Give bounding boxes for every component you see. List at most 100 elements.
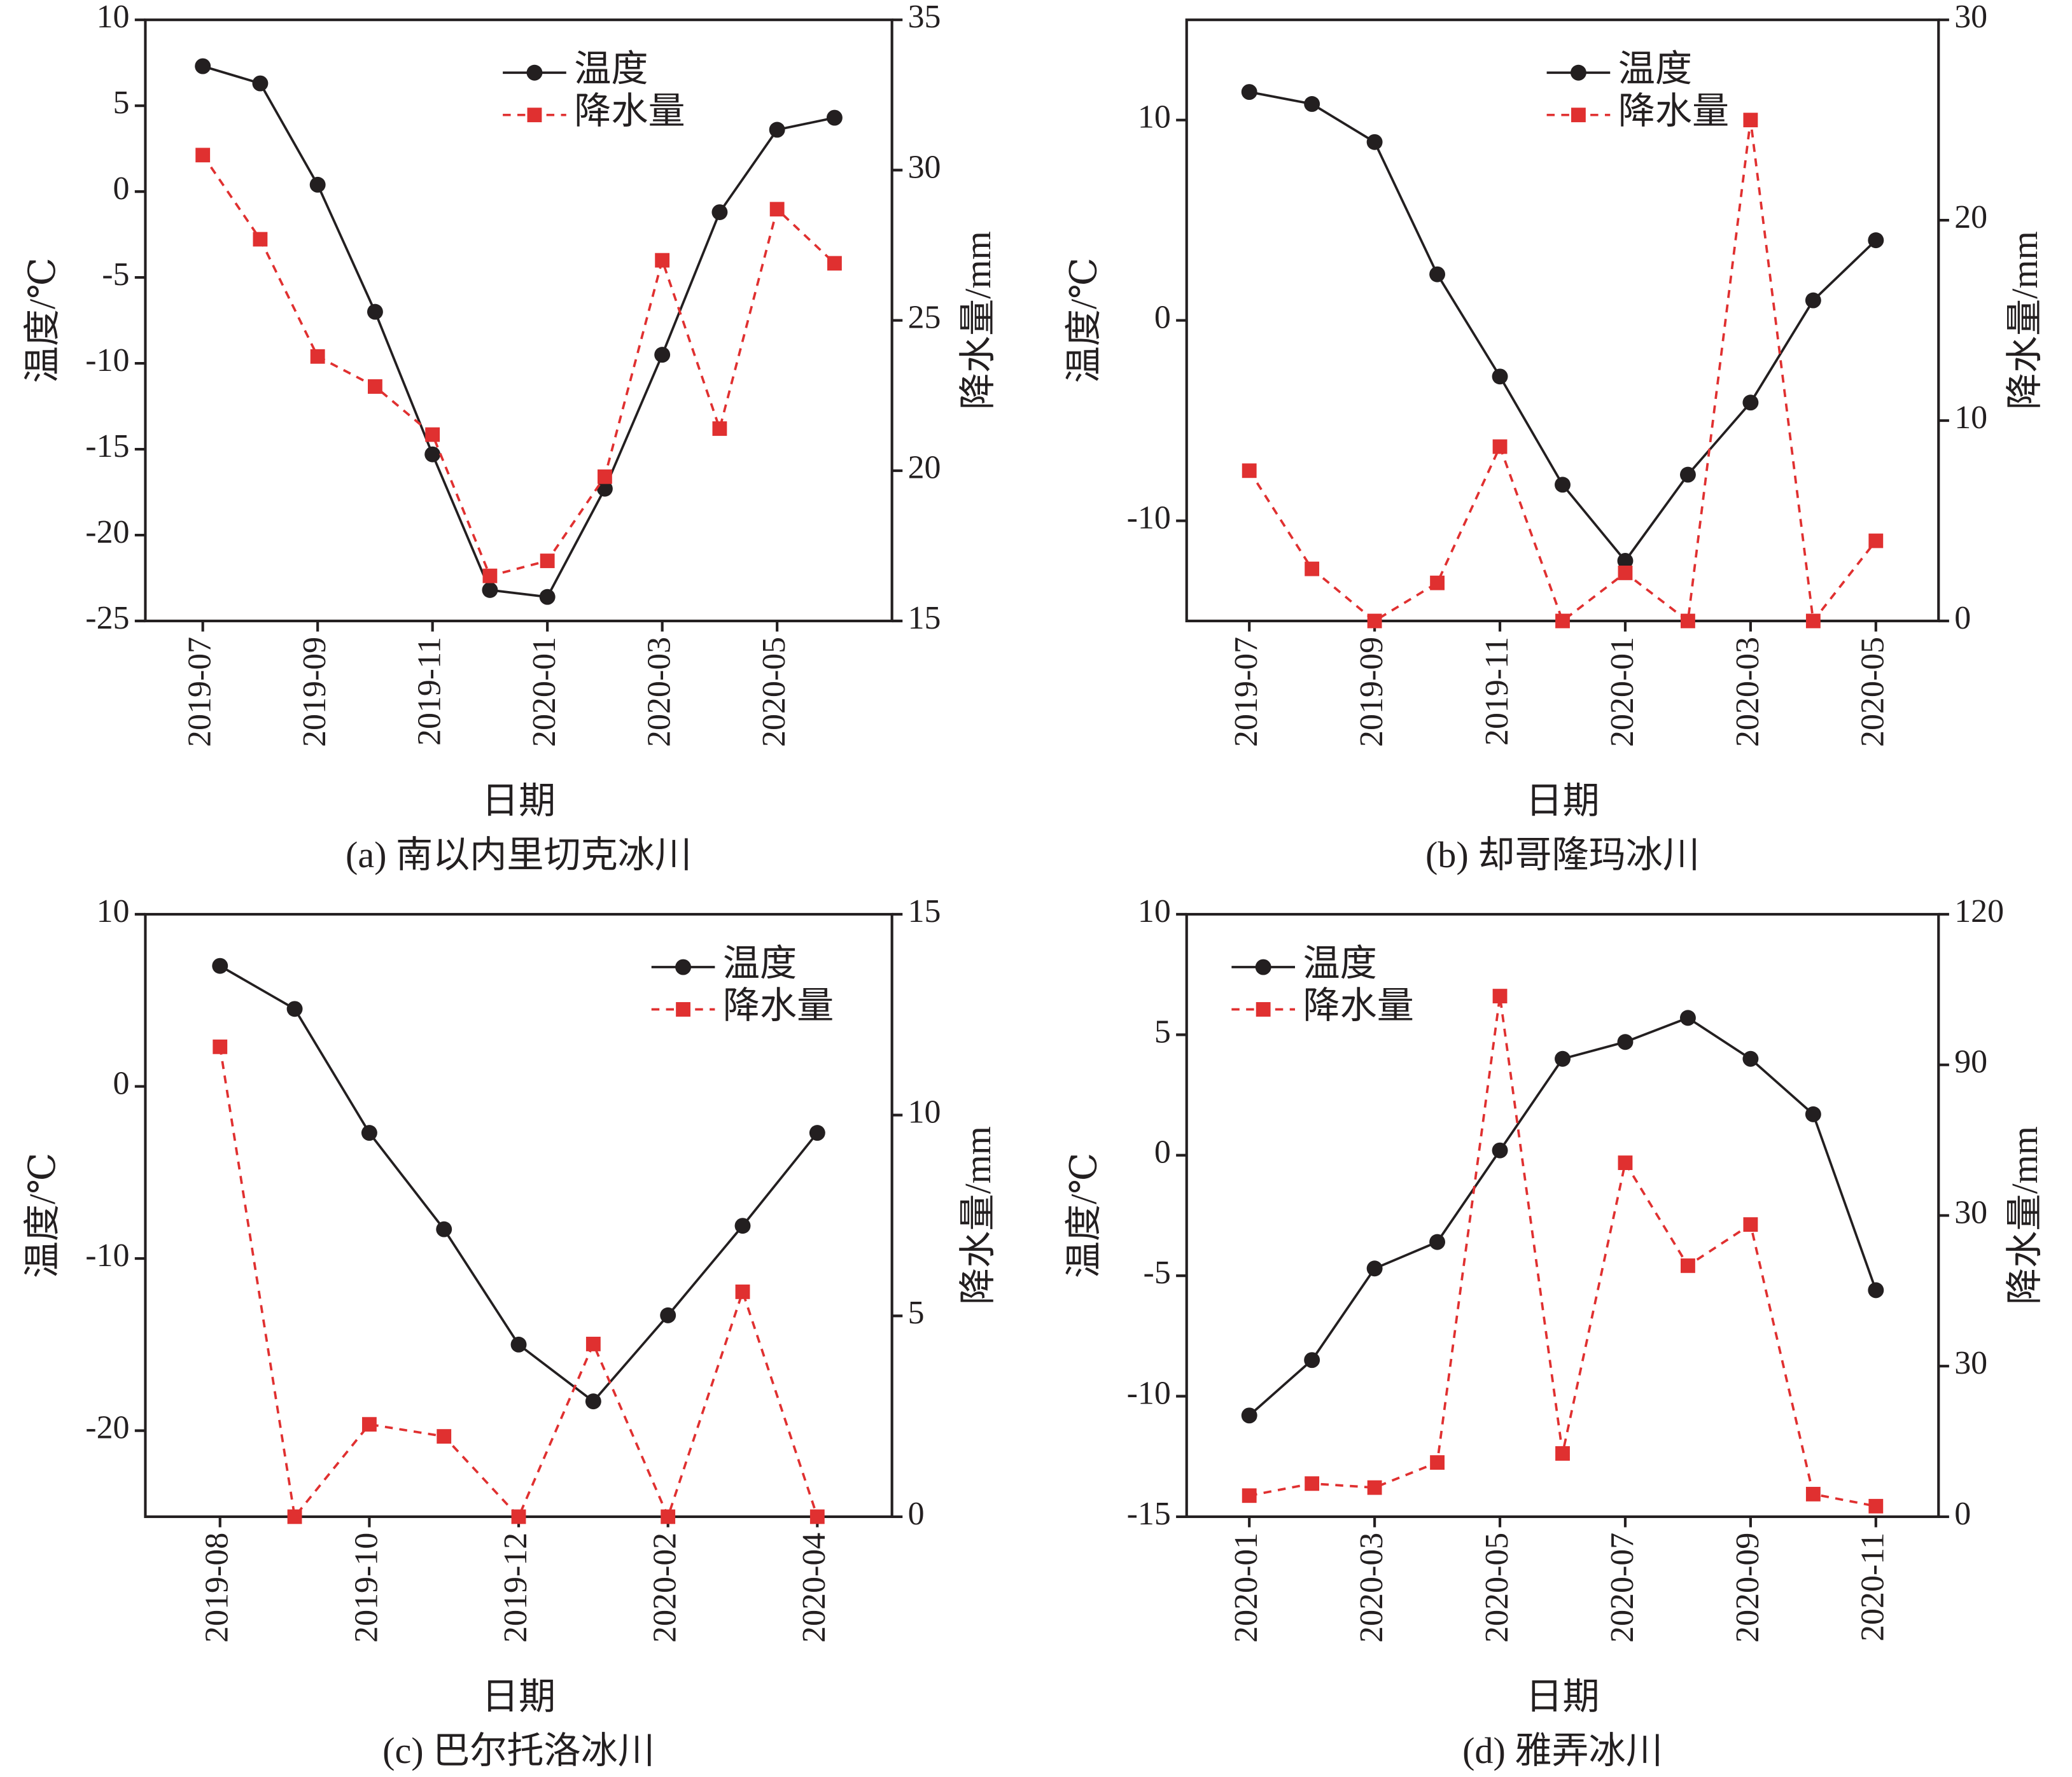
series-line <box>1248 120 1877 624</box>
y2-axis-label: 降水量/mm <box>2004 1126 2045 1305</box>
point <box>1555 477 1571 493</box>
chart-title: (b) 却哥隆玛冰川 <box>1425 834 1700 875</box>
x-tick-label: 2020-01 <box>1604 637 1641 747</box>
chart-title: (c) 巴尔托洛冰川 <box>382 1730 655 1771</box>
point <box>1681 1258 1695 1273</box>
point <box>1868 533 1884 548</box>
x-tick-label: 2020-01 <box>526 637 563 747</box>
point <box>539 589 556 605</box>
y2-tick-label: 30 <box>908 149 941 185</box>
y-tick-label: -5 <box>1144 1255 1171 1291</box>
point <box>367 303 383 320</box>
point <box>655 253 670 268</box>
legend-label: 降水量 <box>1303 985 1413 1026</box>
y-tick-label: -25 <box>85 600 129 636</box>
series-line <box>202 154 836 578</box>
legend-label: 温度 <box>574 48 648 90</box>
y2-tick-label: 5 <box>908 1295 925 1331</box>
point <box>1555 613 1570 629</box>
y-tick-label: -10 <box>85 1237 129 1274</box>
point <box>597 469 612 484</box>
legend-marker <box>675 959 692 975</box>
chart-title: (a) 南以内里切克冰川 <box>346 834 692 875</box>
y-axis-label: 温度/℃ <box>22 1153 63 1278</box>
point <box>1492 989 1508 1004</box>
x-tick-label: 2020-04 <box>796 1533 832 1643</box>
point <box>1555 1446 1570 1461</box>
point <box>1617 553 1634 569</box>
point <box>482 582 498 598</box>
point <box>734 1218 751 1234</box>
y-tick-label: 0 <box>1154 1134 1171 1171</box>
point <box>1304 1352 1320 1369</box>
legend-marker <box>676 1002 690 1017</box>
point <box>654 347 671 363</box>
x-tick-label: 2020-05 <box>1479 1533 1515 1643</box>
point <box>1555 1050 1571 1067</box>
legend-label: 温度 <box>723 942 797 984</box>
point <box>1681 613 1695 629</box>
y2-tick-label: 0 <box>908 1496 925 1532</box>
point <box>425 427 440 442</box>
y-tick-label: 10 <box>97 0 130 35</box>
point <box>1868 1282 1884 1299</box>
y-tick-label: -10 <box>1127 499 1171 536</box>
point <box>213 1039 228 1054</box>
point <box>809 1509 825 1524</box>
y-axis-label: 温度/℃ <box>1063 1153 1104 1278</box>
point <box>1679 466 1696 483</box>
point <box>1679 1010 1696 1026</box>
x-axis-label: 日期 <box>1525 1676 1599 1717</box>
x-tick-label: 2020-03 <box>1730 637 1766 747</box>
x-axis-label: 日期 <box>1525 780 1599 821</box>
y2-tick-label: 15 <box>908 600 941 636</box>
point <box>1868 232 1884 249</box>
point <box>309 176 326 193</box>
y-tick-label: 10 <box>97 893 130 930</box>
x-tick-label: 2020-09 <box>1730 1533 1766 1643</box>
series-line <box>202 65 835 599</box>
x-axis-label: 日期 <box>482 780 556 821</box>
x-tick-label: 2019-08 <box>199 1533 235 1643</box>
y2-tick-label: 0 <box>1954 1496 1971 1532</box>
x-tick-label: 2019-07 <box>182 637 218 747</box>
plot-frame <box>1185 912 1940 1518</box>
y2-tick-label: 35 <box>908 0 941 35</box>
point <box>585 1337 601 1351</box>
y2-tick-label: 0 <box>1954 600 1971 636</box>
point <box>1492 368 1508 385</box>
point <box>826 109 843 126</box>
y2-tick-label: 25 <box>908 299 941 335</box>
point <box>1366 134 1383 150</box>
x-tick-label: 2020-01 <box>1228 1533 1264 1643</box>
x-tick-label: 2019-10 <box>348 1533 384 1643</box>
legend-marker <box>1256 1002 1271 1017</box>
y-tick-label: -10 <box>85 342 129 379</box>
point <box>1366 1260 1383 1277</box>
y-tick-label: 5 <box>1154 1014 1171 1050</box>
point <box>827 256 842 271</box>
x-tick-label: 2019-09 <box>297 637 333 747</box>
point <box>1367 613 1382 629</box>
point <box>1743 1217 1758 1232</box>
y-tick-label: 10 <box>1138 99 1171 136</box>
y2-tick-label: 15 <box>908 893 941 930</box>
point <box>1304 95 1320 112</box>
y-axis-label: 温度/℃ <box>1063 258 1104 383</box>
point <box>510 1336 527 1353</box>
point <box>436 1221 452 1237</box>
point <box>1868 1498 1884 1514</box>
point <box>1429 266 1446 282</box>
x-tick-label: 2019-11 <box>1479 637 1515 746</box>
plot-frame <box>144 18 893 623</box>
y-tick-label: -15 <box>1127 1496 1171 1532</box>
point <box>1743 113 1758 128</box>
point <box>769 202 785 217</box>
legend-marker <box>1570 64 1586 81</box>
x-axis-label: 日期 <box>482 1676 556 1717</box>
y-tick-label: -5 <box>102 256 129 293</box>
point <box>1305 1476 1320 1491</box>
point <box>1618 565 1633 580</box>
series-line <box>218 1047 819 1521</box>
